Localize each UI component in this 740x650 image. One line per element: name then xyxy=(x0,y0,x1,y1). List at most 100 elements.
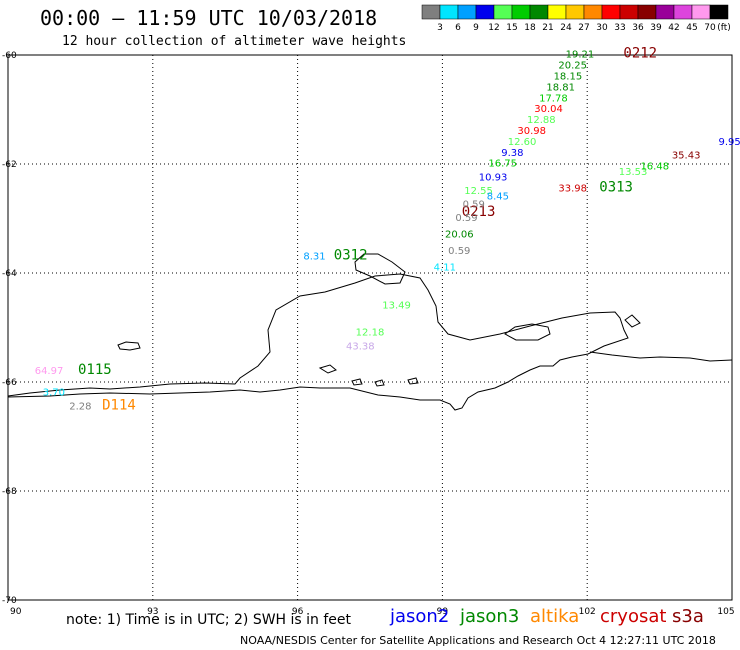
lon-tick-label: 93 xyxy=(147,607,158,617)
satellite-legend-cryosat: cryosat xyxy=(600,606,667,627)
colorbar-swatch xyxy=(475,4,495,20)
colorbar-label: 21 xyxy=(542,23,553,33)
colorbar-label: 15 xyxy=(506,23,517,33)
wave-height-label: 9.38 xyxy=(501,148,523,159)
wave-height-label: 17.78 xyxy=(539,93,568,104)
wave-height-label: 8.31 xyxy=(303,251,325,262)
wave-height-label: 18.81 xyxy=(546,82,575,93)
satellite-legend-jason3: jason3 xyxy=(460,606,520,627)
wave-height-label: 16.75 xyxy=(488,159,517,170)
wave-height-label: 12.55 xyxy=(464,186,493,197)
colorbar-swatch xyxy=(709,4,729,20)
island-outline xyxy=(504,323,551,341)
wave-height-label: 16.48 xyxy=(640,161,669,172)
satellite-legend-altika: altika xyxy=(530,606,580,627)
coastline xyxy=(7,253,733,411)
colorbar-swatch xyxy=(511,4,531,20)
lat-tick-label: -66 xyxy=(2,378,17,388)
wave-height-label: 0.59 xyxy=(455,213,477,224)
colorbar-swatch xyxy=(493,4,513,20)
colorbar-swatch xyxy=(619,4,639,20)
wave-height-label: 13.49 xyxy=(382,300,411,311)
colorbar-swatch xyxy=(583,4,603,20)
island-outline xyxy=(374,379,385,387)
colorbar-label: 3 xyxy=(437,23,443,33)
pass-id-label: 0312 xyxy=(334,247,368,263)
satellite-legend-jason2: jason2 xyxy=(390,606,450,627)
wave-height-label: 10.93 xyxy=(479,172,508,183)
wave-height-label: 19.21 xyxy=(566,50,595,61)
colorbar-label: 45 xyxy=(686,23,697,33)
colorbar-swatch xyxy=(691,4,711,20)
wave-height-label: 35.43 xyxy=(672,151,701,162)
island-outline xyxy=(407,377,419,385)
pass-id-label: 0212 xyxy=(623,46,657,62)
pass-id-label: 0213 xyxy=(462,204,496,220)
island-outline xyxy=(318,364,337,374)
colorbar-label: 24 xyxy=(560,23,572,33)
colorbar-swatch xyxy=(655,4,675,20)
colorbar-swatch xyxy=(673,4,693,20)
colorbar-swatch xyxy=(601,4,621,20)
lon-tick-label: 96 xyxy=(292,607,304,617)
map-title: 00:00 – 11:59 UTC 10/03/2018 xyxy=(40,6,378,30)
wave-height-label: 20.06 xyxy=(445,230,474,241)
colorbar: 3 6 9 12 15 18 21 24 27 30 33 36 39 42 45 70 (ft) xyxy=(421,4,731,33)
wave-height-label: 30.04 xyxy=(534,104,563,115)
wave-height-label: 12.88 xyxy=(527,115,556,126)
colorbar-swatch xyxy=(439,4,459,20)
colorbar-label: 30 xyxy=(596,23,608,33)
wave-height-label: 12.18 xyxy=(356,328,385,339)
colorbar-unit: (ft) xyxy=(717,23,731,33)
axis-ticks: 90 93 96 99 102 105 -60 -62 -64 -66 -68 -70 xyxy=(2,51,735,617)
wave-height-label: 43.38 xyxy=(346,341,375,352)
wave-height-label: 9.95 xyxy=(718,137,740,148)
colorbar-swatch xyxy=(457,4,477,20)
wave-height-label: 33.98 xyxy=(558,183,587,194)
colorbar-swatch xyxy=(637,4,657,20)
pass-labels: 0212 0213 0313 0312 0115 D114 xyxy=(78,46,657,414)
colorbar-swatch xyxy=(547,4,567,20)
lat-tick-label: -68 xyxy=(2,487,17,497)
colorbar-label: 39 xyxy=(650,23,662,33)
wave-height-label: 4.11 xyxy=(434,262,456,273)
lat-tick-label: -62 xyxy=(2,160,17,170)
colorbar-label: 18 xyxy=(524,23,536,33)
satellite-legend-s3a: s3a xyxy=(672,606,704,627)
colorbar-swatch xyxy=(565,4,585,20)
wave-height-label: 13.53 xyxy=(619,167,648,178)
wave-height-values: 19.2120.2518.1518.8117.7830.0412.8830.98… xyxy=(35,50,740,413)
pass-id-label: 0115 xyxy=(78,362,112,378)
lon-tick-label: 102 xyxy=(579,607,596,617)
wave-height-label: 18.15 xyxy=(554,72,583,83)
wave-height-label: 3.70 xyxy=(43,388,65,399)
map-subtitle: 12 hour collection of altimeter wave hei… xyxy=(62,34,407,49)
wave-height-label: 20.25 xyxy=(558,61,587,72)
ice-shelf-coast-east xyxy=(589,351,733,362)
colorbar-label: 12 xyxy=(488,23,499,33)
colorbar-swatch xyxy=(421,4,441,20)
wave-height-label: 0.59 xyxy=(463,200,485,211)
colorbar-label: 27 xyxy=(578,23,589,33)
pass-id-label: D114 xyxy=(102,397,136,413)
footer-credit: NOAA/NESDIS Center for Satellite Applica… xyxy=(240,634,716,647)
island-outline xyxy=(354,253,406,285)
lon-tick-label: 105 xyxy=(717,607,734,617)
wave-height-label: 0.59 xyxy=(448,246,470,257)
colorbar-label: 9 xyxy=(473,23,479,33)
map-frame xyxy=(7,54,733,601)
island-outline xyxy=(624,314,641,328)
wave-height-label: 64.97 xyxy=(35,366,64,377)
lon-tick-label: 99 xyxy=(437,607,449,617)
colorbar-label: 70 xyxy=(704,23,716,33)
colorbar-label: 36 xyxy=(632,23,644,33)
lat-tick-label: -70 xyxy=(2,596,17,606)
wave-height-label: 30.98 xyxy=(517,126,546,137)
island-outline xyxy=(117,341,141,351)
lat-tick-label: -60 xyxy=(2,51,17,61)
footer-note: note: 1) Time is in UTC; 2) SWH is in fe… xyxy=(66,612,352,628)
colorbar-swatch xyxy=(529,4,549,20)
pass-id-label: 0313 xyxy=(599,179,633,195)
wave-height-label: 8.45 xyxy=(487,191,509,202)
